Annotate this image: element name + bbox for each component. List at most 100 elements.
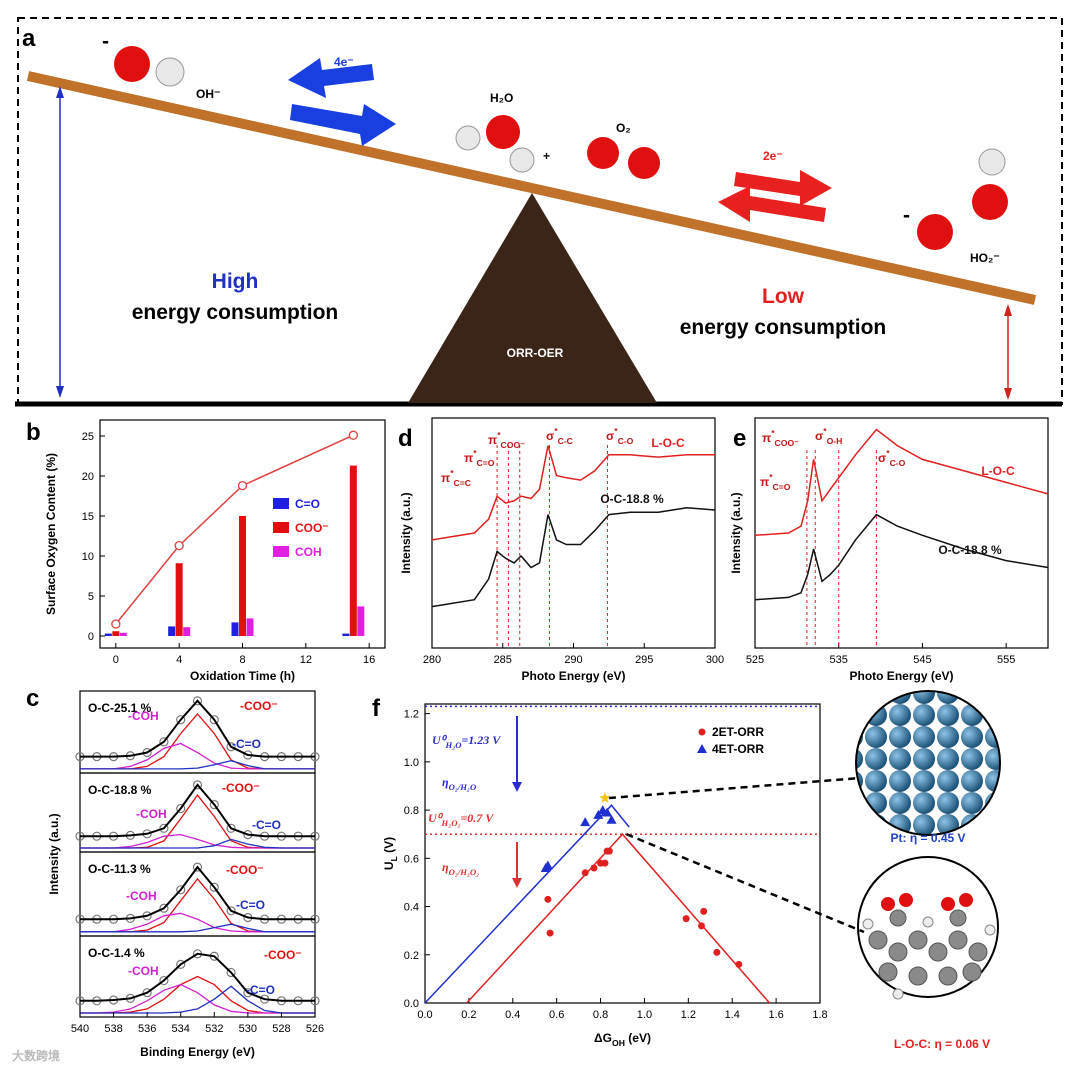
label-main: π	[441, 471, 450, 485]
x-tick-label: 1.4	[725, 1009, 740, 1021]
eta-label: ηO₂/H₂O₂	[442, 860, 479, 877]
watermark: 大数跨境	[12, 1048, 60, 1063]
x-tick-label: 540	[71, 1023, 89, 1035]
atom-h	[922, 916, 934, 928]
label-sup: *	[886, 448, 890, 458]
spectrum	[80, 760, 315, 770]
series-label: L-O-C	[981, 464, 1015, 478]
data-point	[176, 715, 186, 725]
component-label: -COH	[128, 964, 159, 978]
plot-frame	[424, 703, 821, 1004]
line-point	[174, 540, 184, 551]
atom-o	[917, 214, 953, 250]
label-sup: *	[769, 472, 773, 482]
pt-atoms	[856, 691, 1000, 835]
data-point	[192, 862, 203, 872]
bar	[104, 633, 112, 636]
bar	[231, 622, 239, 636]
star	[599, 792, 611, 803]
series-label: O-C-18.8 %	[600, 492, 664, 506]
atom-c	[868, 930, 888, 950]
x-tick-label: 526	[306, 1023, 324, 1035]
spectrum	[754, 428, 1049, 537]
x-tick-label: 555	[997, 654, 1015, 666]
callout-label: L-O-C: η = 0.06 V	[894, 1037, 990, 1051]
label-rest: =1.23 V	[461, 733, 501, 747]
species-label: O₂	[616, 121, 631, 135]
data-point	[176, 803, 186, 814]
species-label: HO₂⁻	[970, 251, 1000, 265]
bar	[112, 631, 120, 636]
atom-c	[949, 909, 967, 927]
data-point	[159, 737, 169, 747]
line-point	[237, 480, 248, 491]
panel-label: O-C-18.8 %	[88, 783, 152, 797]
data-point	[159, 823, 169, 833]
data-point	[226, 742, 236, 752]
label-main: η	[442, 860, 449, 874]
spectrum	[431, 445, 715, 541]
component-label: -COO⁻	[240, 699, 278, 713]
x-tick-label: 280	[423, 654, 441, 666]
y-axis-label: Intensity (a.u.)	[399, 492, 413, 573]
atom-c	[948, 930, 968, 950]
panel-frame	[17, 17, 1063, 405]
label-rest: =0.7 V	[460, 811, 494, 825]
panel-a: a - OH⁻ 4e⁻ H₂O + O₂ 2e⁻ - HO₂⁻ High ene…	[15, 17, 1063, 407]
x-axis-label: Binding Energy (eV)	[140, 1045, 255, 1059]
spectrum	[80, 983, 315, 1014]
point	[544, 895, 552, 903]
volcano-line	[466, 833, 771, 1004]
spectrum	[80, 952, 315, 1002]
legend-swatch	[273, 546, 289, 557]
label-sub: C=O	[773, 482, 791, 492]
point	[682, 915, 690, 923]
legend-swatch	[273, 498, 289, 509]
point	[602, 807, 613, 817]
component-label: -COH	[126, 889, 157, 903]
beam	[26, 71, 1037, 305]
label-main: π	[488, 433, 497, 447]
spectrum	[80, 923, 315, 933]
atom-c	[888, 942, 908, 962]
point	[698, 728, 706, 736]
spectrum	[80, 985, 315, 1014]
legend-label: 4ET-ORR	[712, 742, 764, 756]
line	[115, 434, 354, 625]
legend-label: 2ET-ORR	[712, 725, 764, 739]
panel-letter: b	[26, 419, 41, 446]
spectrum	[80, 838, 315, 849]
data-point	[176, 959, 186, 969]
label-rest: (eV)	[625, 1031, 651, 1045]
atom-h	[509, 147, 535, 173]
label-main: π	[762, 431, 771, 445]
data-point	[226, 967, 236, 978]
y-tick-label: 20	[82, 471, 94, 483]
point	[698, 922, 705, 930]
y-tick-label: 0.4	[404, 902, 419, 914]
label-sup: *	[497, 430, 501, 440]
point	[580, 817, 591, 827]
data-point	[176, 885, 186, 895]
y-tick-label: 1.0	[404, 757, 419, 769]
charge: -	[903, 204, 910, 227]
bar	[175, 563, 183, 636]
x-tick-label: 0.2	[461, 1009, 476, 1021]
bar	[357, 606, 365, 636]
x-tick-label: 0	[113, 654, 119, 666]
label-main: σ	[546, 429, 554, 443]
point	[593, 809, 604, 819]
reference-label: U⁰H₂O=1.23 V	[432, 733, 501, 750]
x-tick-label: 285	[494, 654, 512, 666]
x-tick-label: 290	[564, 654, 582, 666]
peak-label: σ*C-O	[878, 448, 906, 468]
arrow-head	[1004, 388, 1012, 400]
label-main: η	[442, 775, 449, 789]
spectrum	[754, 513, 1049, 601]
label-main: U⁰	[428, 811, 444, 825]
y-tick-label: 10	[82, 551, 94, 563]
eta-arrow-head	[512, 782, 522, 792]
series-label: L-O-C	[651, 436, 685, 450]
data-point	[192, 780, 203, 790]
atom-h	[155, 57, 185, 87]
